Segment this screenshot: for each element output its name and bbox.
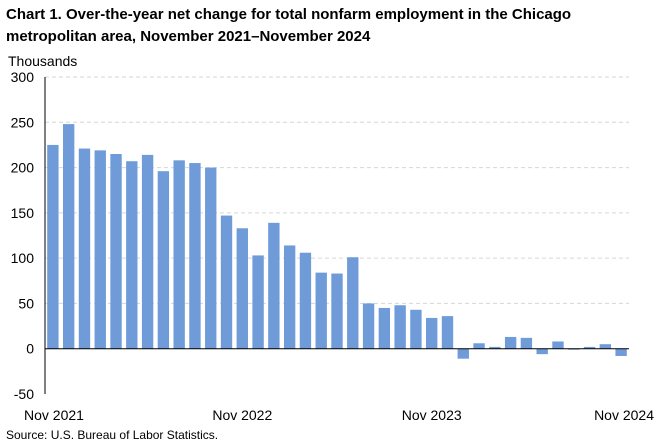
y-tick-label: 100 (11, 250, 35, 266)
bar (220, 215, 233, 349)
bar (189, 163, 201, 349)
bar (268, 222, 280, 349)
bar (126, 161, 138, 349)
bar (157, 171, 170, 349)
bar (583, 346, 596, 349)
bar (394, 305, 406, 349)
bar (283, 245, 296, 349)
bar (236, 228, 248, 349)
bar (173, 160, 185, 349)
bar (78, 148, 91, 349)
bar (473, 343, 485, 349)
y-tick-label: 200 (11, 160, 35, 176)
x-tick-label: Nov 2023 (402, 407, 462, 423)
bar (599, 344, 612, 349)
y-tick-label: 150 (11, 205, 35, 221)
gridlines (45, 76, 629, 304)
bar (252, 255, 264, 349)
bar (520, 337, 533, 349)
bar (489, 346, 501, 349)
bar (141, 154, 154, 349)
y-tick-labels: -50 0 50 100 150 200 250 300 (11, 69, 35, 402)
y-tick-label: 0 (26, 341, 34, 357)
bar (205, 167, 217, 349)
x-tick-label: Nov 2022 (212, 407, 272, 423)
bar (315, 272, 327, 349)
y-tick-label: 300 (11, 69, 35, 85)
bar (47, 144, 59, 349)
bar (426, 317, 438, 349)
bar (331, 273, 343, 349)
y-tick-label: 250 (11, 114, 35, 130)
chart-title: Chart 1. Over-the-year net change for to… (6, 6, 572, 45)
bar (410, 309, 422, 349)
bar (504, 336, 517, 349)
y-tick-label: -50 (14, 386, 34, 402)
bar (441, 316, 454, 349)
bar (552, 341, 564, 349)
x-tick-label: Nov 2024 (594, 407, 654, 423)
bar (362, 303, 375, 349)
x-tick-label: Nov 2021 (24, 407, 84, 423)
source-note: Source: U.S. Bureau of Labor Statistics. (6, 428, 219, 442)
bar (299, 252, 312, 349)
bar (62, 124, 75, 349)
bar (110, 153, 122, 349)
bar (536, 348, 548, 355)
bars (47, 124, 627, 359)
bar (378, 307, 391, 349)
x-tick-labels: Nov 2021 Nov 2022 Nov 2023 Nov 2024 (24, 407, 654, 423)
y-axis-label: Thousands (8, 53, 78, 69)
bar (615, 348, 627, 356)
axes (44, 77, 629, 394)
y-tick-label: 50 (18, 295, 34, 311)
bar (94, 150, 106, 349)
bar (457, 348, 469, 359)
bar (347, 257, 359, 349)
